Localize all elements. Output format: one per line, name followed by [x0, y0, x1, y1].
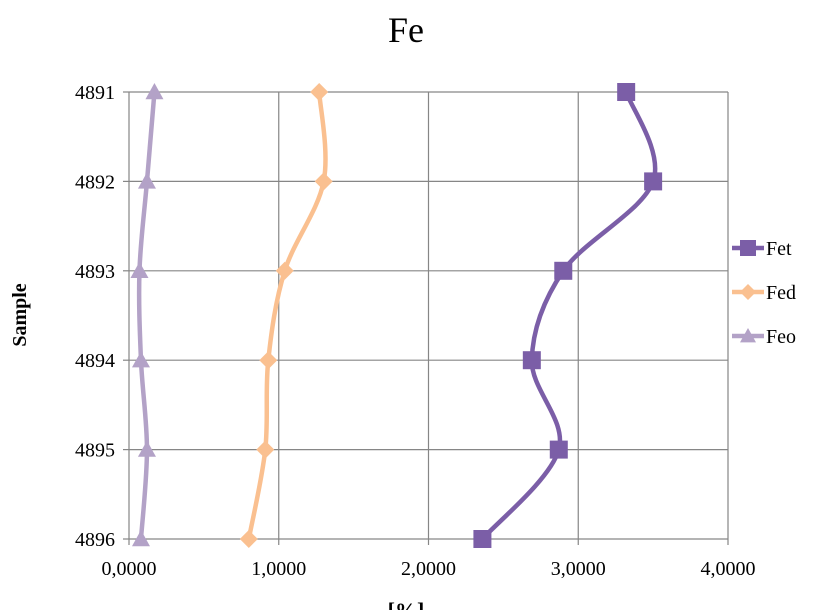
series-line-fed	[246, 89, 328, 542]
data-point-fed	[259, 351, 278, 370]
series-feo	[130, 83, 164, 547]
x-tick-label: 0,0000	[102, 558, 157, 580]
series-line-fet	[480, 89, 658, 542]
x-tick-label: 3,0000	[551, 558, 606, 580]
legend-label-fet: Fet	[766, 238, 792, 260]
y-axis-label: Sample	[9, 283, 31, 346]
data-point-fed	[310, 83, 329, 101]
data-point-fed	[256, 440, 275, 459]
series-fed	[239, 83, 333, 548]
legend-marker-feo	[740, 328, 756, 343]
chart-title: Fe	[388, 10, 424, 50]
legend-item-feo: Feo	[732, 326, 796, 348]
legend-marker-fed	[740, 284, 756, 300]
data-point-fet	[644, 172, 663, 191]
y-tick-label: 4896	[75, 529, 115, 551]
data-point-fet	[549, 440, 568, 459]
legend-label-fed: Fed	[766, 282, 796, 304]
x-axis-tick-labels: 0,0000 1,0000 2,0000 3,0000 4,0000	[102, 558, 756, 580]
grid	[123, 91, 729, 545]
data-point-fet	[617, 83, 636, 101]
data-point-feo	[137, 440, 156, 457]
y-tick-label: 4892	[75, 171, 115, 193]
x-tick-label: 1,0000	[251, 558, 306, 580]
y-axis-tick-labels: 4891 4892 4893 4894 4895 4896	[75, 82, 115, 551]
data-point-fet	[473, 530, 492, 548]
data-point-feo	[131, 530, 150, 547]
legend-label-feo: Feo	[766, 326, 796, 348]
data-point-feo	[137, 172, 156, 189]
y-tick-label: 4893	[75, 261, 115, 283]
y-tick-label: 4895	[75, 440, 115, 462]
legend-item-fed: Fed	[732, 282, 796, 304]
x-tick-label: 2,0000	[401, 558, 456, 580]
legend-marker-fet	[740, 240, 756, 256]
data-point-fed	[314, 172, 333, 191]
data-point-fet	[554, 261, 573, 280]
y-tick-label: 4894	[75, 350, 115, 372]
series-line-feo	[136, 89, 157, 542]
series-layer	[130, 83, 663, 548]
y-tick-label: 4891	[75, 82, 115, 104]
x-axis-label: [%]	[388, 598, 425, 610]
data-point-feo	[130, 261, 149, 278]
data-point-feo	[145, 83, 164, 100]
data-point-fed	[239, 530, 258, 548]
data-point-feo	[131, 351, 150, 368]
x-tick-label: 4,0000	[701, 558, 756, 580]
legend: Fet Fed Feo	[732, 238, 796, 348]
data-point-fed	[275, 261, 294, 280]
series-fet	[473, 83, 663, 548]
legend-item-fet: Fet	[732, 238, 792, 260]
data-point-fet	[522, 351, 541, 370]
